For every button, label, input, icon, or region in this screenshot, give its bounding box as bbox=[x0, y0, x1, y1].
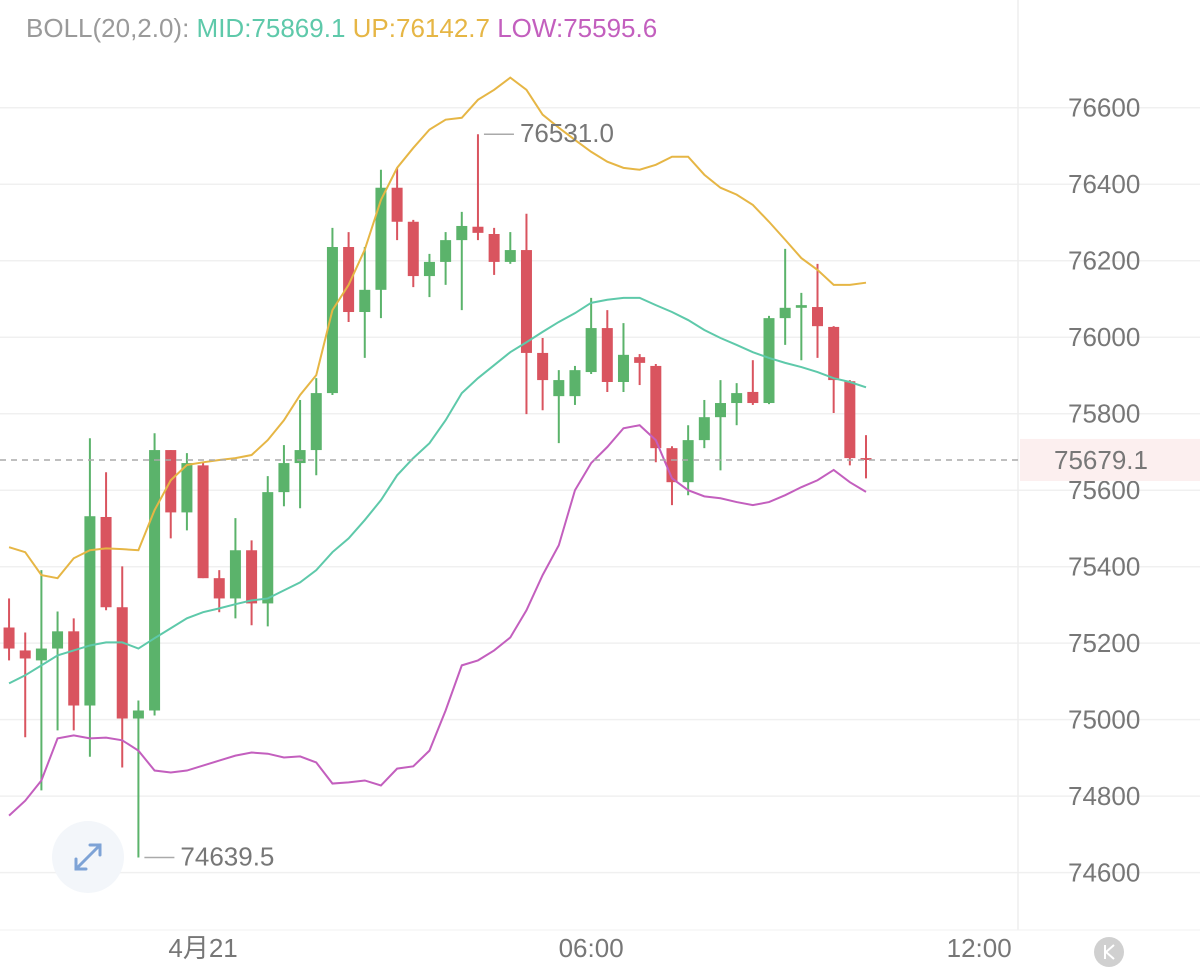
y-tick-label: 75400 bbox=[1068, 552, 1140, 582]
candle-body bbox=[407, 221, 419, 277]
candle-body bbox=[795, 305, 807, 308]
y-tick-label: 75200 bbox=[1068, 628, 1140, 658]
x-tick-label: 06:00 bbox=[559, 933, 624, 963]
candle-body bbox=[181, 463, 193, 513]
indicator-header: BOLL(20,2.0): MID:75869.1 UP:76142.7 LOW… bbox=[26, 13, 657, 43]
candle-body bbox=[812, 307, 824, 327]
candle-body bbox=[601, 328, 613, 382]
last-price-label: 75679.1 bbox=[1054, 445, 1148, 475]
candle-body bbox=[246, 550, 258, 604]
candle-body bbox=[262, 492, 274, 604]
candle-body bbox=[634, 357, 646, 363]
legend-entry: MID:75869.1 bbox=[197, 13, 346, 43]
candle-body bbox=[763, 318, 775, 404]
y-tick-label: 76000 bbox=[1068, 322, 1140, 352]
y-tick-label: 76400 bbox=[1068, 169, 1140, 199]
candle-body bbox=[213, 578, 225, 599]
candle-body bbox=[472, 226, 484, 233]
x-tick-label: 4月21 bbox=[168, 933, 237, 963]
y-tick-label: 76200 bbox=[1068, 246, 1140, 276]
x-tick-label: 12:00 bbox=[947, 933, 1012, 963]
legend-entry: LOW:75595.6 bbox=[497, 13, 657, 43]
candle-body bbox=[116, 607, 128, 719]
candle-body bbox=[294, 450, 306, 464]
candle-body bbox=[650, 365, 662, 449]
candle-body bbox=[229, 550, 241, 599]
y-tick-label: 76600 bbox=[1068, 93, 1140, 123]
last-price-box bbox=[1020, 438, 1200, 481]
expand-button[interactable] bbox=[52, 821, 124, 893]
band-line bbox=[8, 76, 867, 580]
candle-body bbox=[520, 250, 532, 353]
candle-body bbox=[326, 247, 338, 394]
candle-body bbox=[779, 307, 791, 319]
candle-body bbox=[682, 440, 694, 483]
candle-body bbox=[359, 289, 371, 313]
candle-body bbox=[747, 391, 759, 404]
candle-body bbox=[553, 380, 565, 397]
candle-body bbox=[423, 261, 435, 277]
candle-body bbox=[456, 225, 468, 241]
band-line bbox=[8, 296, 867, 685]
indicator-label: BOLL(20,2.0): bbox=[26, 13, 189, 43]
candle-body bbox=[375, 187, 387, 290]
annotation-label: 74639.5 bbox=[180, 841, 274, 871]
candle-body bbox=[310, 393, 322, 451]
candle-body bbox=[343, 247, 355, 313]
candle-body bbox=[537, 352, 549, 381]
kline-button[interactable] bbox=[1094, 937, 1124, 967]
candle-body bbox=[828, 326, 840, 381]
y-tick-label: 75000 bbox=[1068, 705, 1140, 735]
candle-body bbox=[132, 710, 144, 719]
y-tick-label: 74600 bbox=[1068, 858, 1140, 888]
candle-body bbox=[585, 328, 597, 373]
candle-body bbox=[391, 187, 403, 222]
candle-body bbox=[68, 631, 80, 706]
candle-body bbox=[440, 240, 452, 262]
candle-body bbox=[666, 448, 678, 483]
candle-body bbox=[52, 631, 64, 649]
candle-body bbox=[698, 417, 710, 441]
candle-body bbox=[278, 463, 290, 493]
candle-body bbox=[860, 458, 872, 460]
candle-body bbox=[617, 354, 629, 382]
candle-body bbox=[731, 393, 743, 404]
band-line bbox=[8, 424, 867, 817]
candle-body bbox=[714, 403, 726, 418]
candle-body bbox=[149, 450, 161, 711]
candle-body bbox=[844, 381, 856, 459]
candle-body bbox=[19, 650, 31, 659]
candle-body bbox=[3, 627, 15, 649]
candle-body bbox=[100, 516, 112, 608]
candle-body bbox=[84, 516, 96, 706]
candle-body bbox=[197, 465, 209, 579]
candle-body bbox=[488, 234, 500, 262]
y-tick-label: 74800 bbox=[1068, 781, 1140, 811]
annotation-label: 76531.0 bbox=[520, 118, 614, 148]
candle-body bbox=[504, 250, 516, 262]
candle-body bbox=[35, 648, 47, 661]
legend-entry: UP:76142.7 bbox=[353, 13, 490, 43]
candle-body bbox=[569, 370, 581, 397]
y-tick-label: 75800 bbox=[1068, 399, 1140, 429]
